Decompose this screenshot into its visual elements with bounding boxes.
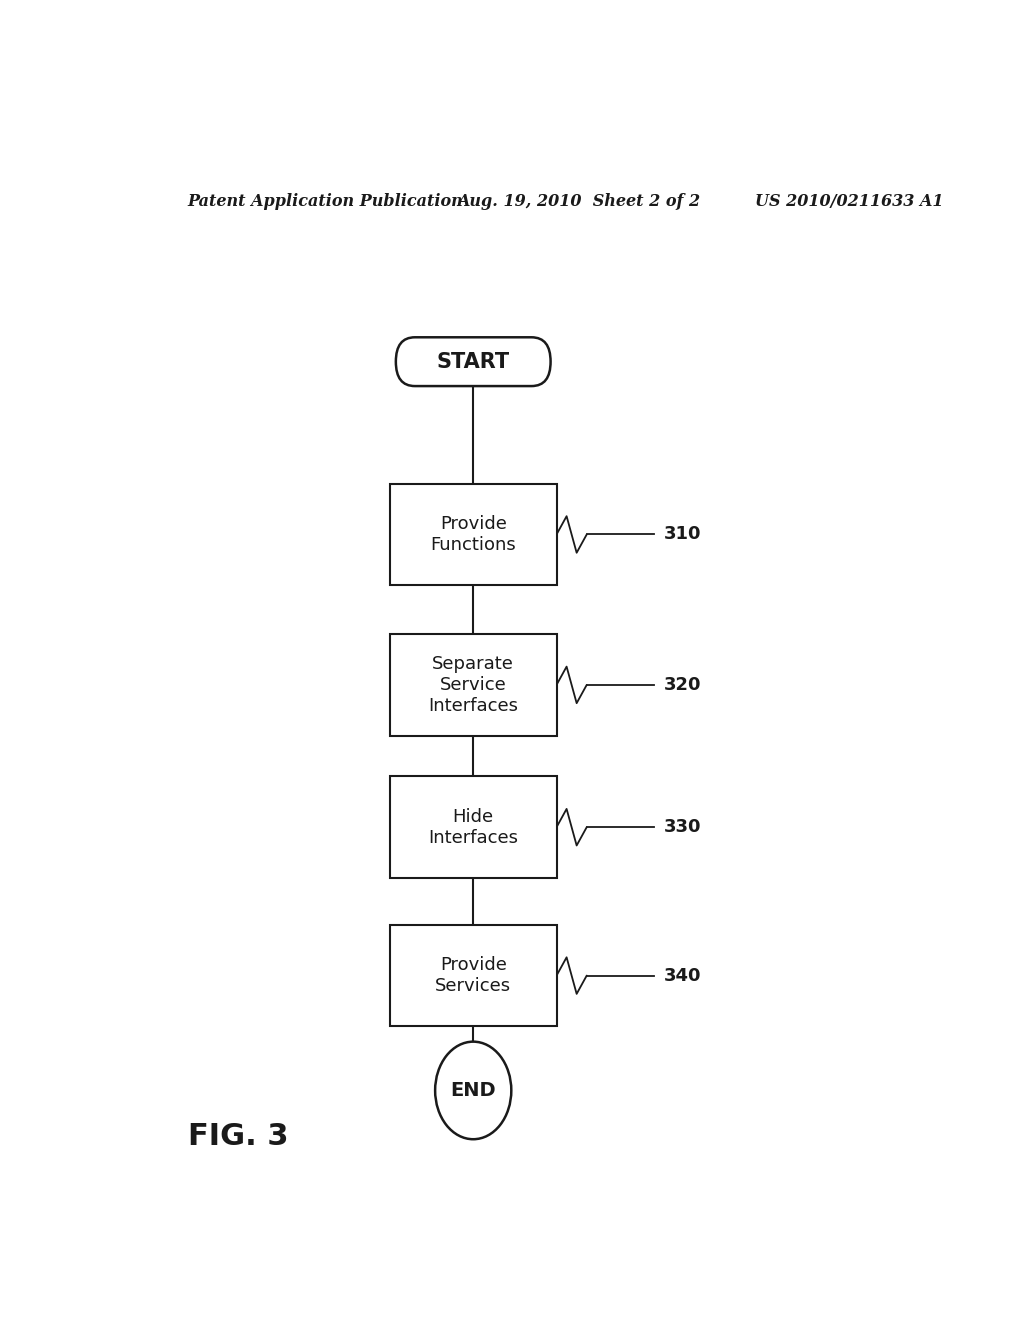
Text: 310: 310 [664, 525, 701, 544]
FancyBboxPatch shape [390, 776, 557, 878]
Text: US 2010/0211633 A1: US 2010/0211633 A1 [755, 193, 943, 210]
FancyBboxPatch shape [390, 925, 557, 1027]
Circle shape [435, 1041, 511, 1139]
Text: Provide
Services: Provide Services [435, 956, 511, 995]
FancyBboxPatch shape [390, 634, 557, 735]
Text: END: END [451, 1081, 496, 1100]
FancyBboxPatch shape [396, 338, 551, 385]
Text: Separate
Service
Interfaces: Separate Service Interfaces [428, 655, 518, 714]
Text: Provide
Functions: Provide Functions [430, 515, 516, 554]
Text: Aug. 19, 2010  Sheet 2 of 2: Aug. 19, 2010 Sheet 2 of 2 [458, 193, 700, 210]
Text: 320: 320 [664, 676, 701, 694]
Text: 340: 340 [664, 966, 701, 985]
Text: START: START [436, 351, 510, 372]
Text: FIG. 3: FIG. 3 [187, 1122, 288, 1151]
FancyBboxPatch shape [390, 483, 557, 585]
Text: Hide
Interfaces: Hide Interfaces [428, 808, 518, 846]
Text: 330: 330 [664, 818, 701, 836]
Text: Patent Application Publication: Patent Application Publication [187, 193, 463, 210]
